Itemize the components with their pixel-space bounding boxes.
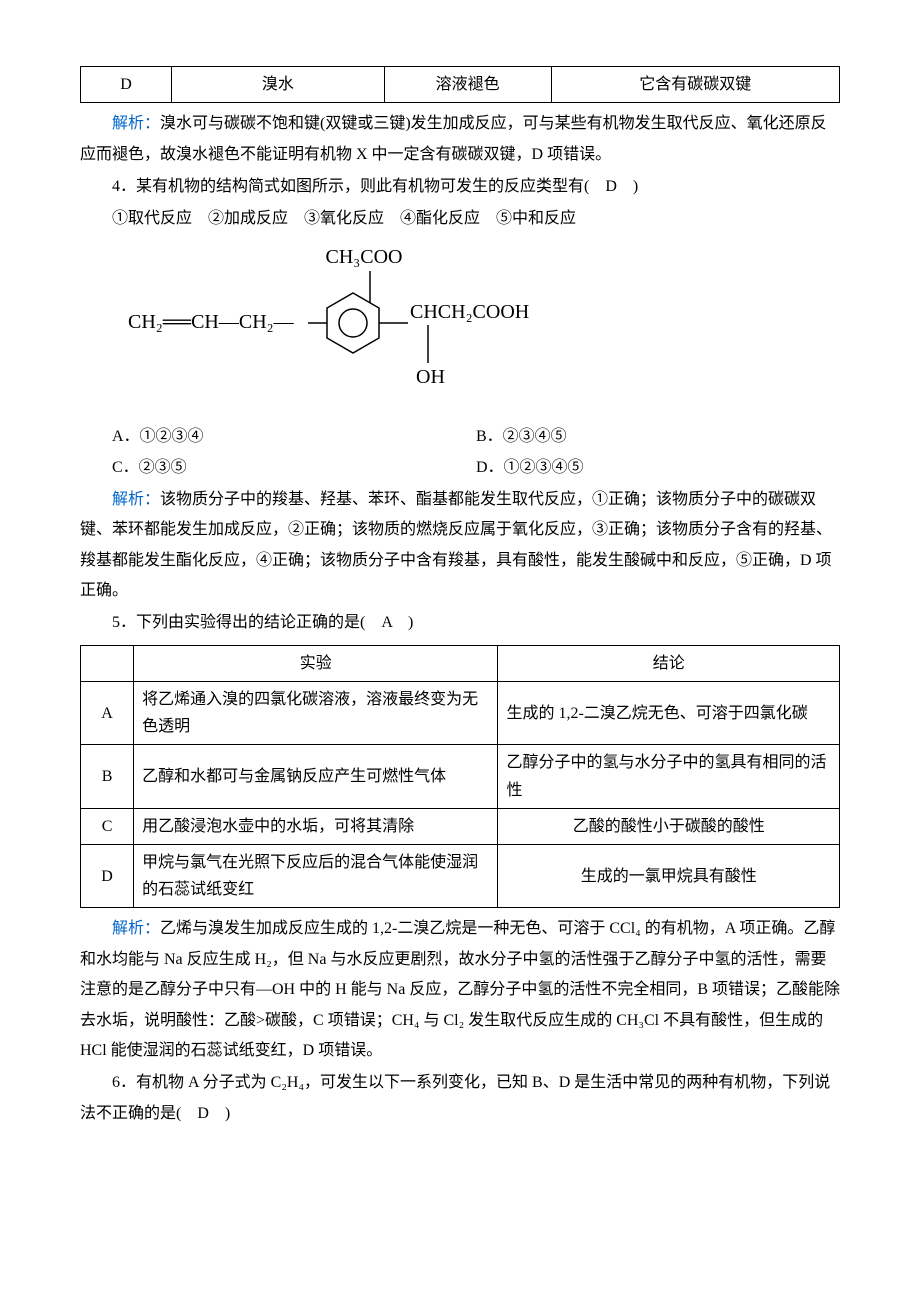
analysis-4: 解析：该物质分子中的羧基、羟基、苯环、酯基都能发生取代反应，①正确；该物质分子中… (80, 485, 840, 607)
row-label: B (81, 745, 134, 808)
cell-observation: 溶液褪色 (384, 67, 551, 103)
analysis-text: 溴水可与碳碳不饱和键(双键或三键)发生加成反应，可与某些有机物发生取代反应、氧化… (80, 115, 827, 162)
benzene-ring (327, 293, 379, 353)
row-label: A (81, 682, 134, 745)
experiment-table: 实验 结论 A 将乙烯通入溴的四氯化碳溶液，溶液最终变为无色透明 生成的 1,2… (80, 645, 840, 909)
table-row: D 溴水 溶液褪色 它含有碳碳双键 (81, 67, 840, 103)
analysis-label: 解析： (112, 920, 160, 937)
question-6-stem: 6．有机物 A 分子式为 C₂H₄，可发生以下一系列变化，已知 B、D 是生活中… (80, 1068, 840, 1129)
header-concl: 结论 (498, 645, 840, 681)
cell-conclusion: 它含有碳碳双键 (551, 67, 839, 103)
option-d: D．①②③④⑤ (476, 453, 840, 483)
analysis-text: 该物质分子中的羧基、羟基、苯环、酯基都能发生取代反应，①正确；该物质分子中的碳碳… (80, 491, 832, 599)
molecule-structure: CH₃COO CH₂══CH—CH₂— CHCH₂COOH OH (128, 243, 840, 414)
analysis-5: 解析：乙烯与溴发生加成反应生成的 1,2-二溴乙烷是一种无色、可溶于 CCl₄ … (80, 914, 840, 1066)
option-b: B．②③④⑤ (476, 422, 840, 452)
mol-left-text: CH₂══CH—CH₂— (128, 311, 295, 333)
question-4-types: ①取代反应 ②加成反应 ③氧化反应 ④酯化反应 ⑤中和反应 (80, 204, 840, 234)
row-concl: 生成的 1,2-二溴乙烷无色、可溶于四氯化碳 (498, 682, 840, 745)
row-exp: 乙醇和水都可与金属钠反应产生可燃性气体 (134, 745, 498, 808)
header-blank (81, 645, 134, 681)
analysis-label: 解析： (112, 115, 160, 132)
row-exp: 用乙酸浸泡水壶中的水垢，可将其清除 (134, 808, 498, 844)
option-a: A．①②③④ (112, 422, 476, 452)
question-4-options-row2: C．②③⑤ D．①②③④⑤ (112, 453, 840, 483)
row-concl: 生成的一氯甲烷具有酸性 (498, 845, 840, 908)
row-exp: 甲烷与氯气在光照下反应后的混合气体能使湿润的石蕊试纸变红 (134, 845, 498, 908)
row-concl: 乙酸的酸性小于碳酸的酸性 (498, 808, 840, 844)
mol-top-text: CH₃COO (326, 246, 403, 268)
row-label: D (81, 845, 134, 908)
question-4-options: A．①②③④ B．②③④⑤ (112, 422, 840, 452)
analysis-label: 解析： (112, 491, 160, 508)
analysis-text: 乙烯与溴发生加成反应生成的 1,2-二溴乙烷是一种无色、可溶于 CCl₄ 的有机… (80, 920, 840, 1059)
table-row: C 用乙酸浸泡水壶中的水垢，可将其清除 乙酸的酸性小于碳酸的酸性 (81, 808, 840, 844)
cell-label: D (81, 67, 172, 103)
option-c: C．②③⑤ (112, 453, 476, 483)
table-header-row: 实验 结论 (81, 645, 840, 681)
mol-right-bot-text: OH (416, 366, 445, 388)
reagent-table: D 溴水 溶液褪色 它含有碳碳双键 (80, 66, 840, 103)
cell-reagent: 溴水 (172, 67, 385, 103)
table-row: B 乙醇和水都可与金属钠反应产生可燃性气体 乙醇分子中的氢与水分子中的氢具有相同… (81, 745, 840, 808)
row-exp: 将乙烯通入溴的四氯化碳溶液，溶液最终变为无色透明 (134, 682, 498, 745)
molecule-svg: CH₃COO CH₂══CH—CH₂— CHCH₂COOH OH (128, 243, 588, 403)
table-row: A 将乙烯通入溴的四氯化碳溶液，溶液最终变为无色透明 生成的 1,2-二溴乙烷无… (81, 682, 840, 745)
row-concl: 乙醇分子中的氢与水分子中的氢具有相同的活性 (498, 745, 840, 808)
analysis-1: 解析：溴水可与碳碳不饱和键(双键或三键)发生加成反应，可与某些有机物发生取代反应… (80, 109, 840, 170)
table-row: D 甲烷与氯气在光照下反应后的混合气体能使湿润的石蕊试纸变红 生成的一氯甲烷具有… (81, 845, 840, 908)
mol-right-top-text: CHCH₂COOH (410, 301, 529, 323)
question-4-stem: 4．某有机物的结构简式如图所示，则此有机物可发生的反应类型有( D ) (80, 172, 840, 202)
question-5-stem: 5．下列由实验得出的结论正确的是( A ) (80, 608, 840, 638)
row-label: C (81, 808, 134, 844)
header-exp: 实验 (134, 645, 498, 681)
